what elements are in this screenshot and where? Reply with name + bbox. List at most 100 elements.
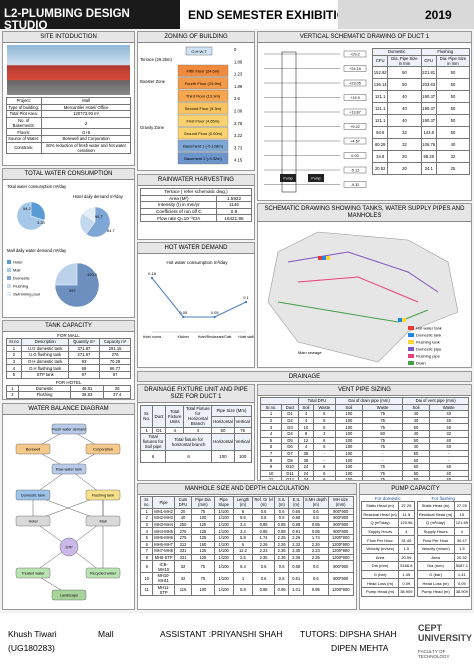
table-cell: Pump Head (m): [360, 586, 400, 597]
table-cell: Total Plot Area:: [5, 110, 42, 118]
table-header: CFU: [371, 54, 389, 68]
table-cell: 16421.95: [216, 214, 252, 222]
table-row: Flow rate Q=10⁻³CIA 16421.95: [140, 214, 252, 222]
tank-capacity-section: TANK CAPACITY FOR MALL Sr.no Description Qu…: [2, 320, 135, 400]
table-cell: -: [428, 456, 469, 464]
table-cell: 34.1: [420, 162, 437, 176]
table-row: 5 STP tank 97 97: [5, 370, 132, 379]
table-cell: 2.36: [273, 553, 290, 562]
table-row: Supply Hours 4: [360, 526, 415, 537]
table-cell: 2.26: [273, 533, 290, 542]
legend-swatch: [408, 326, 414, 330]
table-cell: G+6: [40, 128, 132, 136]
table-row: Velocity (m/sec) 1.5: [416, 543, 471, 554]
table-cell: 0.9: [216, 207, 252, 216]
table-cell: 50: [402, 469, 430, 478]
table-cell: 203.63: [420, 78, 437, 92]
table-cell: 0.91: [288, 527, 305, 535]
table-cell: Project:: [5, 97, 42, 105]
table-cell: MH1-MH2: [152, 507, 175, 516]
table-cell: 0.09: [453, 578, 471, 588]
legend-label: Swimming pool: [13, 292, 40, 297]
table-header: Dai of vent pipe (mm): [402, 397, 469, 405]
node-label: Borewell: [26, 448, 41, 452]
table-cell: 12: [298, 436, 314, 445]
table-cell: 125: [191, 547, 215, 555]
table: Domestic Flushing CFU Dia. Pipe Size in mm C…: [371, 48, 471, 176]
pie-label: 3.33: [37, 220, 46, 225]
table-cell: D1: [152, 426, 166, 435]
table-row: 6 MH6-MH7 312 150 1/100 6 2.26 2.26 2.32 2.26 1200…: [140, 540, 354, 549]
table-cell: 1/100: [213, 520, 234, 529]
tank-schematic-section: SCHEMATIC DRAWING SHOWING TANKS, WATER S…: [257, 203, 472, 368]
table-row: G (bar) 1.45: [360, 569, 415, 580]
table-row: Flow Per Hour 31.49: [360, 535, 415, 545]
table-cell: 40: [402, 429, 430, 438]
legend-label: Domestic: [13, 276, 30, 281]
table-cell: 2.36: [288, 553, 305, 562]
node-label: Raw water tank: [56, 468, 82, 472]
heading: WATER BALANCE DIAGRAM: [3, 404, 134, 415]
table-cell: 900*900: [327, 507, 354, 516]
table-cell: 40: [428, 443, 469, 451]
level: +4.57: [350, 140, 360, 144]
table-cell: 0.8: [252, 514, 275, 522]
table-cell: U.G domestic tank: [21, 344, 70, 353]
table-row: 6 D6 4 6 100 75 40 40: [260, 443, 469, 451]
table-row: 34.8 20 68.28 32: [371, 150, 471, 164]
table-cell: 8: [298, 429, 314, 438]
category-label: Kitchen: [178, 335, 189, 339]
table-cell: 48.81: [70, 384, 105, 393]
point: [150, 276, 154, 280]
level-box: [343, 123, 367, 130]
table-cell: U.G flushing tank: [21, 351, 70, 359]
table-cell: 10: [260, 469, 282, 478]
table-header: Ref. Gr lvl (m): [252, 496, 275, 509]
table-row: 4 O.H flushing tank 68 68.77: [5, 364, 132, 372]
table-cell: 1: [232, 571, 254, 585]
table-cell: 20: [387, 162, 422, 176]
table-cell: 190.37: [420, 114, 437, 128]
studio-title: L2-PLUMBING DESIGN STUDIO: [0, 0, 180, 29]
table-cell: Area: [360, 552, 400, 563]
table-cell: 2: [260, 416, 282, 425]
table-cell: 100: [334, 462, 363, 471]
table-cell: 5: [260, 436, 282, 445]
table-cell: 11: [140, 583, 154, 597]
table-cell: 4: [453, 526, 471, 537]
chart-title: Hot water consumption m³/day: [166, 260, 228, 265]
pump-section: PUMP CAPACITY For domestic Static Head (m…: [359, 483, 472, 610]
table-cell: Q (m³/day): [360, 518, 400, 528]
pressure: 2.76: [234, 121, 243, 126]
table-cell: 1/100: [213, 571, 234, 585]
table-cell: 32: [387, 126, 422, 140]
table-cell: 0.66: [288, 507, 305, 516]
table-cell: 97: [68, 370, 100, 379]
table-cell: MH11-STP: [152, 583, 175, 597]
level: +13.87: [349, 111, 361, 115]
table-cell: 1200*900: [327, 533, 354, 542]
table-cell: 2.23: [252, 547, 275, 555]
node: [51, 463, 87, 475]
table-cell: 50: [435, 126, 471, 140]
table-header: Waste: [361, 403, 404, 412]
level: +24.15: [349, 67, 361, 71]
tutor: DIPEN MEHTA: [331, 643, 389, 653]
node-label: Landscape: [60, 594, 79, 598]
heading: TOTAL WATER CONSUMPTION: [3, 169, 134, 180]
table-row: Total DFU Dai of drain pipe (mm) Dai of ve…: [260, 397, 469, 405]
table-row: G (bar) 1.41: [416, 569, 471, 580]
table-cell: D11: [280, 469, 300, 478]
table-row: 8 D8 36-100-50-: [260, 456, 469, 464]
table-cell: 1/100: [213, 514, 234, 522]
table-cell: 4: [298, 443, 314, 451]
table-header: Length (m): [232, 496, 254, 509]
table-cell: 0.85: [252, 527, 275, 535]
drawing: +29.2 +24.15 +23.05 +19.9 +13.87 +9.22 +4.57 0.…: [264, 50, 367, 193]
table-cell: 1200*900: [327, 540, 354, 549]
drainage-bar: DRAINAGE: [137, 371, 472, 382]
table-cell: 0.6: [303, 571, 329, 585]
table-cell: 4: [140, 527, 154, 535]
node-label: Corporation: [93, 448, 113, 452]
pie-slice: [16, 201, 45, 231]
